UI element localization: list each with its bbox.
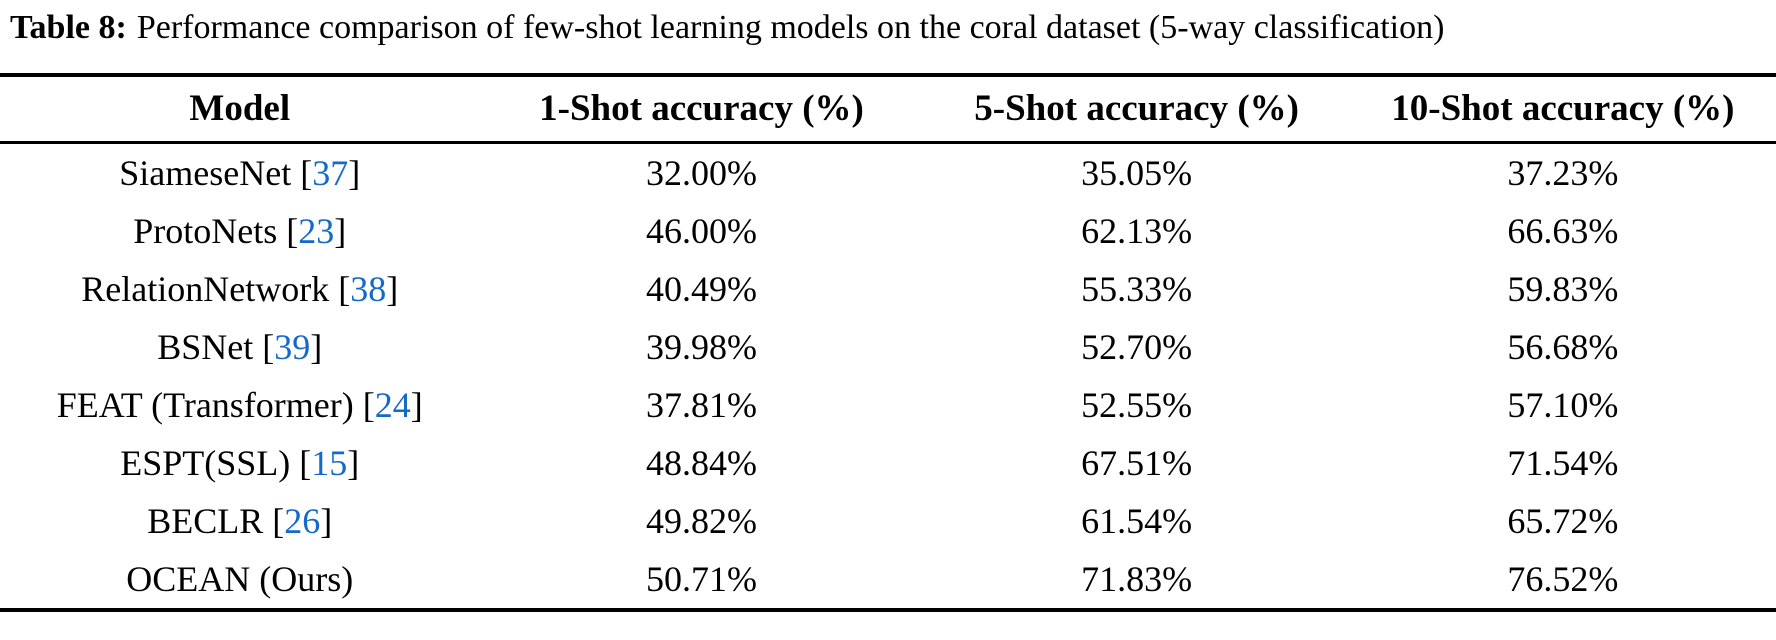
model-name: SiameseNet [ (119, 152, 313, 193)
bracket-close: ] (410, 384, 423, 425)
caption-text: Performance comparison of few-shot learn… (136, 9, 1445, 46)
accuracy-10shot-cell: 66.63% (1507, 210, 1619, 251)
accuracy-10shot-cell: 56.68% (1507, 326, 1619, 367)
accuracy-5shot-cell: 35.05% (1081, 152, 1193, 193)
accuracy-1shot-cell: 39.98% (646, 326, 758, 367)
accuracy-5shot-cell: 71.83% (1081, 558, 1193, 599)
table-row: ProtoNets [23] 46.00% 62.13% 66.63% (0, 202, 1776, 260)
model-cell: ProtoNets [23] (0, 202, 480, 260)
caption-label: Table 8: (10, 9, 127, 46)
accuracy-1shot-cell: 46.00% (646, 210, 758, 251)
model-cell: ESPT(SSL) [15] (0, 434, 480, 492)
accuracy-10shot-cell: 57.10% (1507, 384, 1619, 425)
results-table: Model 1-Shot accuracy (%) 5-Shot accurac… (0, 72, 1776, 612)
bracket-close: ] (348, 152, 361, 193)
bracket-close: ] (347, 442, 360, 483)
model-name: ProtoNets [ (133, 210, 299, 251)
model-cell: BSNet [39] (0, 318, 480, 376)
column-header-model: Model (0, 74, 480, 144)
citation-link[interactable]: 26 (284, 500, 321, 541)
accuracy-10shot-cell: 59.83% (1507, 268, 1619, 309)
bracket-close: ] (320, 500, 333, 541)
table-row: RelationNetwork [38] 40.49% 55.33% 59.83… (0, 260, 1776, 318)
accuracy-1shot-cell: 37.81% (646, 384, 758, 425)
citation-link[interactable]: 23 (298, 210, 335, 251)
model-name: FEAT (Transformer) [ (56, 384, 375, 425)
accuracy-1shot-cell: 48.84% (646, 442, 758, 483)
table-row: BSNet [39] 39.98% 52.70% 56.68% (0, 318, 1776, 376)
model-cell: FEAT (Transformer) [24] (0, 376, 480, 434)
accuracy-5shot-cell: 61.54% (1081, 500, 1193, 541)
model-cell: OCEAN (Ours) (0, 550, 480, 610)
accuracy-5shot-cell: 62.13% (1081, 210, 1193, 251)
accuracy-5shot-cell: 52.70% (1081, 326, 1193, 367)
model-cell: SiameseNet [37] (0, 142, 480, 202)
accuracy-10shot-cell: 65.72% (1507, 500, 1619, 541)
citation-link[interactable]: 15 (311, 442, 348, 483)
bracket-close: ] (386, 268, 399, 309)
column-header-1shot: 1-Shot accuracy (%) (479, 74, 924, 144)
model-name: OCEAN (Ours) (126, 558, 354, 599)
table-row: BECLR [26] 49.82% 61.54% 65.72% (0, 492, 1776, 550)
accuracy-10shot-cell: 71.54% (1507, 442, 1619, 483)
table-row: FEAT (Transformer) [24] 37.81% 52.55% 57… (0, 376, 1776, 434)
citation-link[interactable]: 39 (274, 326, 311, 367)
citation-link[interactable]: 37 (312, 152, 349, 193)
accuracy-1shot-cell: 49.82% (646, 500, 758, 541)
table-row: ESPT(SSL) [15] 48.84% 67.51% 71.54% (0, 434, 1776, 492)
table-row: OCEAN (Ours) 50.71% 71.83% 76.52% (0, 550, 1776, 610)
accuracy-10shot-cell: 37.23% (1507, 152, 1619, 193)
model-cell: RelationNetwork [38] (0, 260, 480, 318)
column-header-10shot: 10-Shot accuracy (%) (1349, 74, 1776, 144)
table-row: SiameseNet [37] 32.00% 35.05% 37.23% (0, 142, 1776, 202)
citation-link[interactable]: 24 (374, 384, 411, 425)
model-name: BECLR [ (147, 500, 285, 541)
model-name: ESPT(SSL) [ (120, 442, 312, 483)
accuracy-5shot-cell: 52.55% (1081, 384, 1193, 425)
column-header-5shot: 5-Shot accuracy (%) (923, 74, 1350, 144)
accuracy-1shot-cell: 32.00% (646, 152, 758, 193)
model-cell: BECLR [26] (0, 492, 480, 550)
citation-link[interactable]: 38 (350, 268, 387, 309)
accuracy-1shot-cell: 50.71% (646, 558, 758, 599)
model-name: BSNet [ (157, 326, 275, 367)
accuracy-5shot-cell: 55.33% (1081, 268, 1193, 309)
bracket-close: ] (310, 326, 323, 367)
model-name: RelationNetwork [ (81, 268, 351, 309)
table-caption: Table 8: Performance comparison of few-sh… (10, 8, 1776, 49)
accuracy-5shot-cell: 67.51% (1081, 442, 1193, 483)
accuracy-10shot-cell: 76.52% (1507, 558, 1619, 599)
accuracy-1shot-cell: 40.49% (646, 268, 758, 309)
bracket-close: ] (334, 210, 347, 251)
header-row: Model 1-Shot accuracy (%) 5-Shot accurac… (0, 74, 1776, 144)
